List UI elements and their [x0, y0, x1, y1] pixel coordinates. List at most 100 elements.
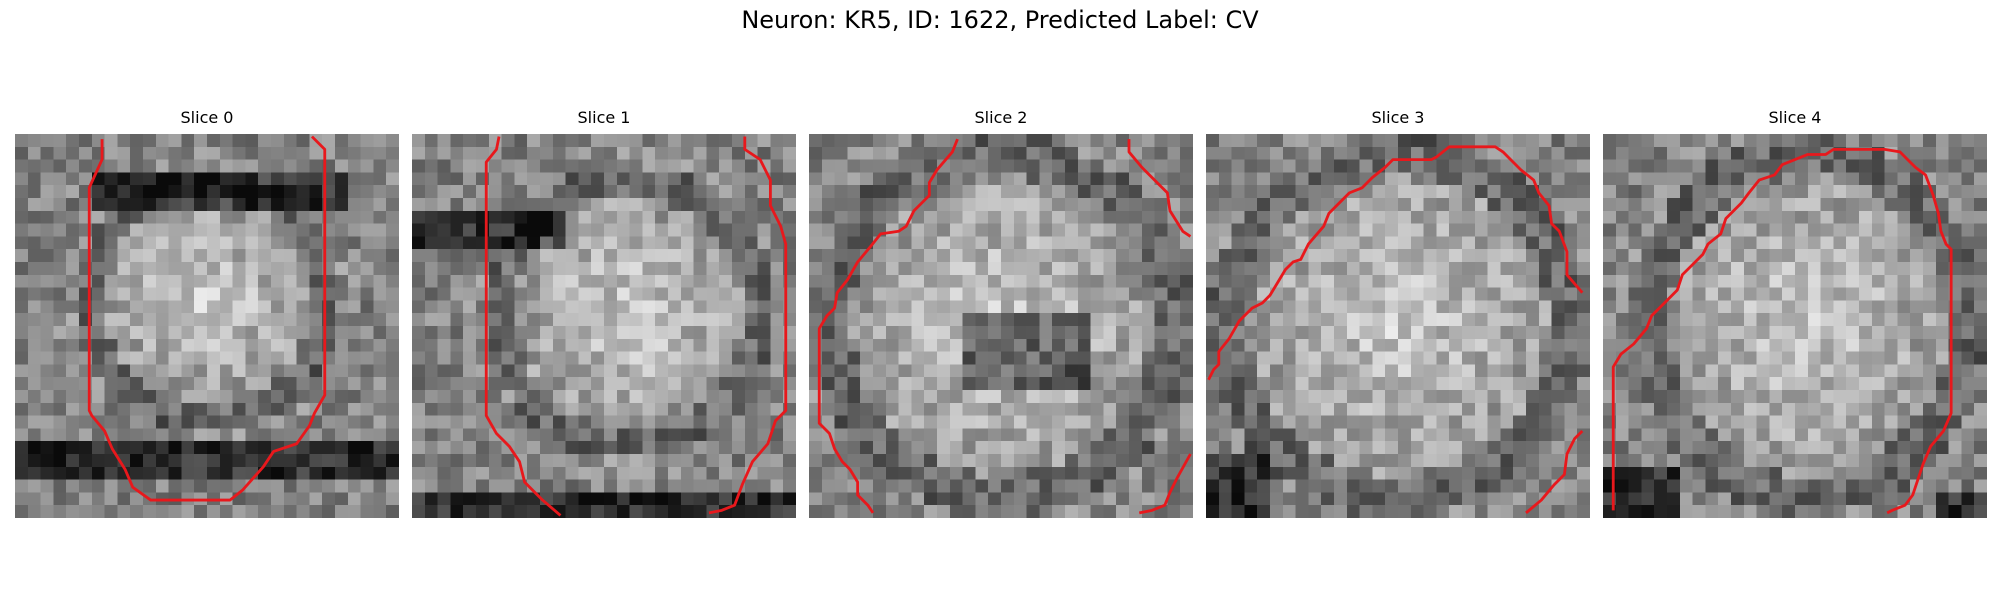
pixel — [476, 492, 490, 506]
pixel — [1359, 441, 1373, 455]
pixel — [1116, 390, 1130, 404]
pixel — [757, 198, 771, 212]
segmentation-contour — [484, 136, 562, 517]
pixel — [309, 441, 323, 455]
pixel — [1013, 159, 1027, 173]
pixel — [1231, 479, 1245, 493]
pixel — [296, 415, 310, 429]
pixel — [565, 262, 579, 276]
pixel — [988, 159, 1002, 173]
pixel — [437, 313, 451, 327]
pixel — [1974, 351, 1987, 365]
pixel — [821, 236, 835, 250]
pixel — [1897, 351, 1911, 365]
pixel — [1884, 479, 1898, 493]
pixel — [1052, 364, 1066, 378]
pixel — [655, 377, 669, 391]
pixel — [693, 313, 707, 327]
pixel — [412, 466, 426, 480]
pixel — [296, 159, 310, 173]
pixel — [271, 505, 285, 518]
pixel — [847, 441, 861, 455]
pixel — [1820, 377, 1834, 391]
pixel — [1500, 159, 1514, 173]
slice-title: Slice 2 — [974, 108, 1028, 127]
pixel — [27, 185, 41, 199]
pixel — [1180, 287, 1193, 301]
pixel — [744, 172, 758, 186]
pixel — [1141, 492, 1155, 506]
pixel — [143, 185, 157, 199]
pixel — [514, 236, 528, 250]
pixel — [1500, 300, 1514, 314]
pixel — [91, 313, 105, 327]
pixel — [1270, 466, 1284, 480]
pixel — [860, 364, 874, 378]
pixel — [1513, 466, 1527, 480]
pixel — [1782, 134, 1796, 148]
pixel — [873, 300, 887, 314]
pixel — [578, 466, 592, 480]
pixel — [130, 210, 144, 224]
pixel — [1731, 159, 1745, 173]
pixel — [885, 441, 899, 455]
pixel — [1526, 338, 1540, 352]
pixel — [232, 172, 246, 186]
pixel — [1500, 479, 1514, 493]
pixel — [1065, 441, 1079, 455]
pixel — [1065, 505, 1079, 518]
pixel — [860, 377, 874, 391]
pixel — [1282, 249, 1296, 263]
pixel — [1884, 492, 1898, 506]
pixel — [1180, 390, 1193, 404]
pixel — [1308, 198, 1322, 212]
pixel — [309, 185, 323, 199]
pixel — [1334, 454, 1348, 468]
pixel — [783, 428, 796, 442]
pixel — [1257, 492, 1271, 506]
pixel — [219, 338, 233, 352]
pixel — [821, 441, 835, 455]
pixel — [1334, 236, 1348, 250]
pixel — [911, 326, 925, 340]
pixel — [1385, 466, 1399, 480]
pixel — [1487, 172, 1501, 186]
pixel — [1090, 505, 1104, 518]
pixel — [937, 441, 951, 455]
pixel — [1731, 338, 1745, 352]
pixel — [207, 402, 221, 416]
pixel — [1231, 454, 1245, 468]
pixel — [1346, 415, 1360, 429]
pixel — [680, 300, 694, 314]
pixel — [834, 159, 848, 173]
pixel — [1833, 313, 1847, 327]
pixel — [1654, 223, 1668, 237]
pixel — [1077, 364, 1091, 378]
pixel — [15, 210, 29, 224]
pixel — [642, 364, 656, 378]
pixel — [937, 466, 951, 480]
pixel — [1935, 326, 1949, 340]
pixel — [949, 505, 963, 518]
pixel — [1167, 223, 1181, 237]
pixel — [783, 198, 796, 212]
pixel — [322, 134, 336, 148]
pixel — [1090, 287, 1104, 301]
pixel — [552, 223, 566, 237]
pixel — [1065, 326, 1079, 340]
pixel — [1116, 300, 1130, 314]
pixel — [1231, 364, 1245, 378]
pixel — [1884, 428, 1898, 442]
pixel — [1487, 402, 1501, 416]
pixel — [219, 159, 233, 173]
pixel — [283, 402, 297, 416]
pixel — [1321, 479, 1335, 493]
pixel — [1077, 326, 1091, 340]
pixel — [40, 223, 54, 237]
pixel — [1154, 441, 1168, 455]
pixel — [258, 441, 272, 455]
pixel — [1346, 402, 1360, 416]
pixel — [1334, 300, 1348, 314]
pixel — [629, 351, 643, 365]
pixel — [1564, 185, 1578, 199]
